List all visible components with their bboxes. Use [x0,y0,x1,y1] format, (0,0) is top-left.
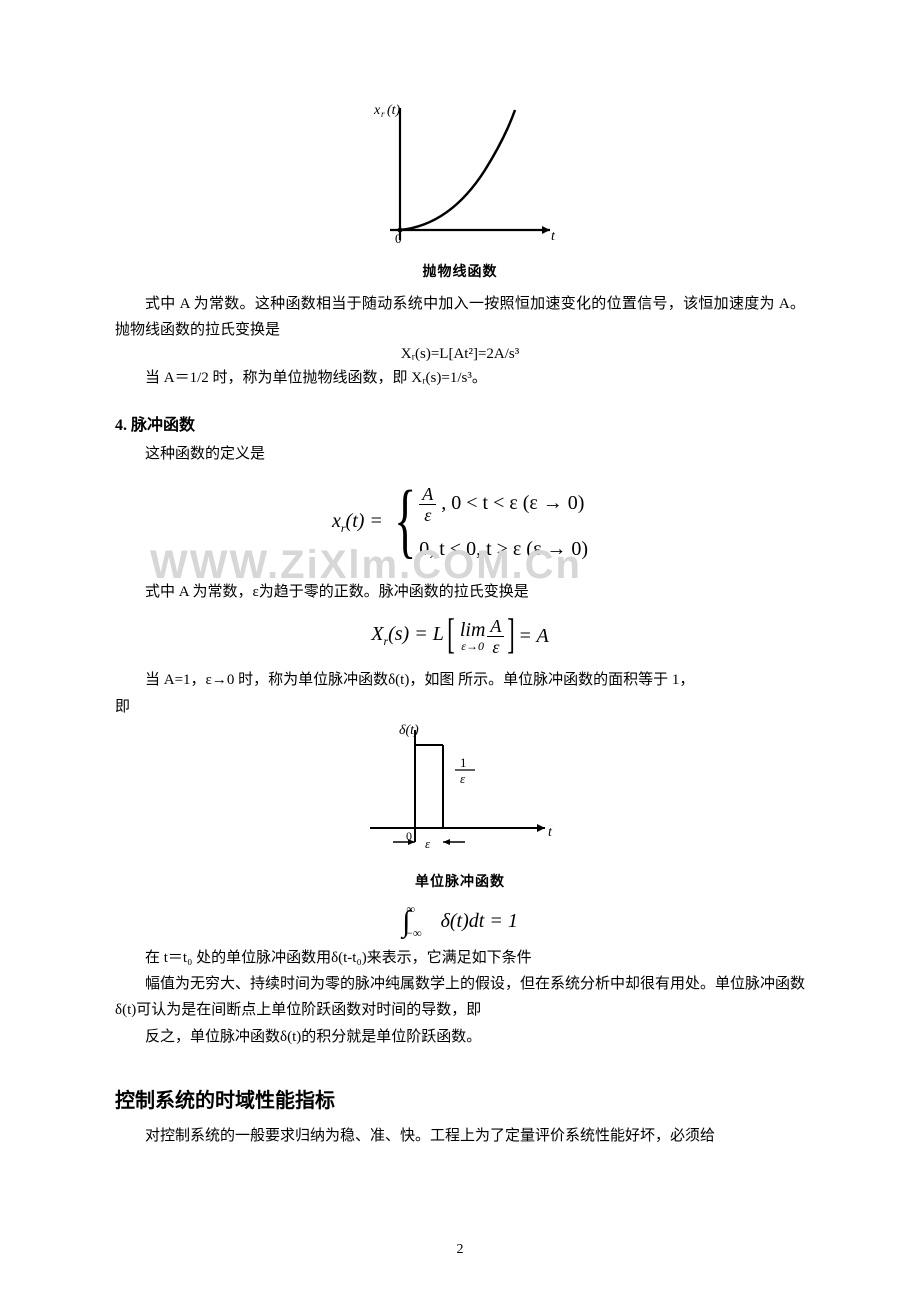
page: WWW.ZiXlm.COM.Cn x r (t) 0 t 抛物线函数 式中 A … [0,0,920,1302]
para-t0: 在 t＝t₀ 处的单位脉冲函数用δ(t-t₀)来表示，它满足如下条件 [115,945,805,971]
impulse-svg: δ(t) t 0 1 ε ε [355,720,565,860]
svg-text:t: t [548,825,553,840]
svg-text:x: x [373,103,381,118]
svg-text:(t): (t) [387,103,401,118]
para-unit-parabola: 当 A＝1/2 时，称为单位抛物线函数，即 Xᵣ(s)=1/s³。 [115,365,805,391]
figure-parabola: x r (t) 0 t 抛物线函数 [115,100,805,281]
brace-icon: { [394,479,416,563]
eq-integral: ∫∞−∞ δ(t)dt = 1 [115,901,805,935]
integral-body: δ(t)dt = 1 [441,910,518,932]
svg-text:δ(t): δ(t) [399,723,419,738]
page-number: 2 [0,1242,920,1258]
eq-piecewise: xr(t) = { Aε , 0 < t < ε (ε → 0) 0, t < … [115,481,805,565]
para-integral-step: 反之，单位脉冲函数δ(t)的积分就是单位阶跃函数。 [115,1024,805,1050]
heading-time-domain: 控制系统的时域性能指标 [115,1084,805,1113]
piecewise-row1: Aε , 0 < t < ε (ε → 0) [419,485,584,524]
para-constA: 式中 A 为常数。这种函数相当于随动系统中加入一按照恒加速变化的位置信号，该恒加… [115,291,805,344]
lim-operator: lim ε→0 [460,620,486,652]
para-unit-impulse-a: 当 A=1，ε→0 时，称为单位脉冲函数δ(t)，如图 所示。单位脉冲函数的面积… [115,667,805,693]
para-amp-inf: 幅值为无穷大、持续时间为零的脉冲纯属数学上的假设，但在系统分析中却很有用处。单位… [115,971,805,1024]
para-requirements: 对控制系统的一般要求归纳为稳、准、快。工程上为了定量评价系统性能好坏，必须给 [115,1123,805,1149]
piecewise-row2: 0, t < 0, t > ε (ε → 0) [419,538,588,561]
svg-text:ε: ε [425,836,431,851]
para-eps: 式中 A 为常数，ε为趋于零的正数。脉冲函数的拉氏变换是 [115,579,805,605]
parabola-svg: x r (t) 0 t [355,100,565,250]
svg-text:t: t [551,229,556,244]
svg-text:ε: ε [460,771,466,786]
heading-impulse: 4. 脉冲函数 [115,411,805,435]
eq-limit: Xr(s) = L [ lim ε→0 Aε ] = A [115,615,805,657]
svg-text:1: 1 [460,755,467,770]
limit-lhs: Xr(s) = L [371,623,444,649]
figure-impulse: δ(t) t 0 1 ε ε 单位脉冲函数 [115,720,805,891]
svg-text:0: 0 [395,231,402,246]
para-impulse-def: 这种函数的定义是 [115,441,805,467]
bracket-left-icon: [ [447,614,455,656]
bracket-right-icon: ] [508,614,516,656]
limit-rhs: = A [518,625,548,648]
eq-laplace-parabola: Xᵣ(s)=L[At²]=2A/s³ [115,346,805,363]
para-unit-impulse-b: 即 [115,694,805,720]
svg-text:r: r [381,109,385,119]
piecewise-lhs: xr(t) = [332,510,383,536]
figure-impulse-caption: 单位脉冲函数 [115,871,805,891]
figure-parabola-caption: 抛物线函数 [115,261,805,281]
